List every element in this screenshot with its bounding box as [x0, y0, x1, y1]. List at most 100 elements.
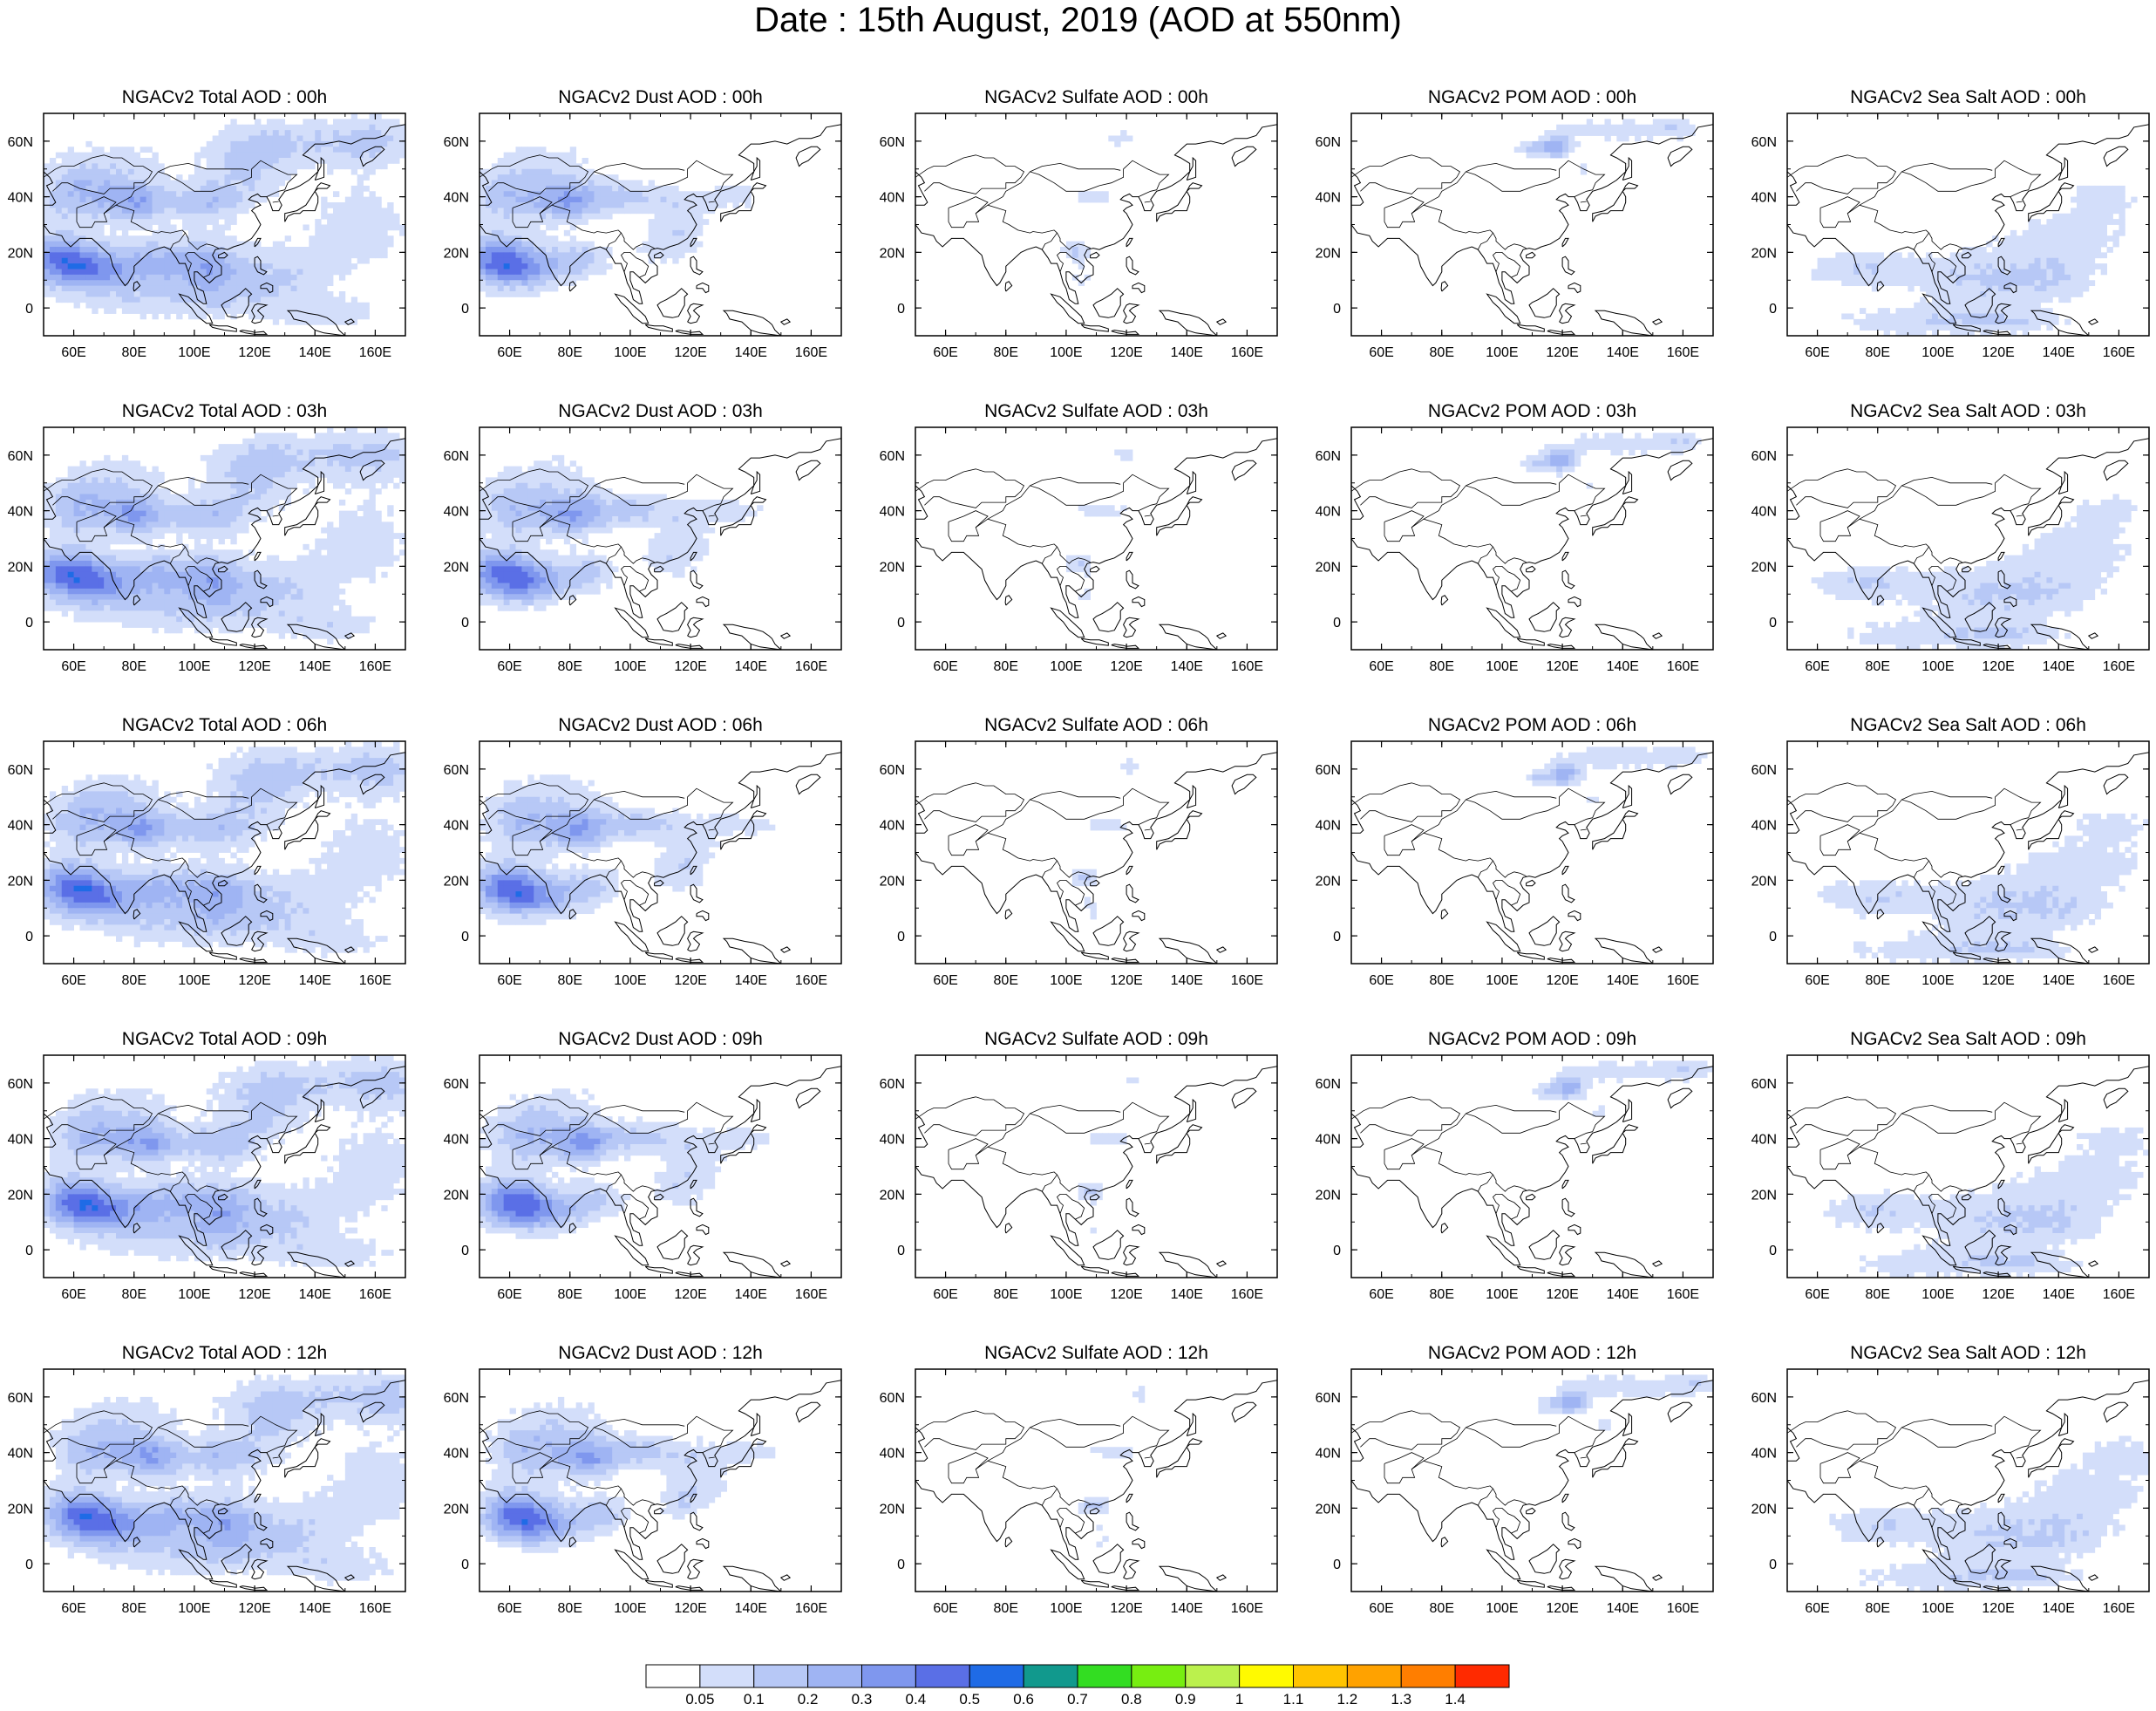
x-tick-label: 100E	[1921, 1601, 1954, 1616]
x-tick-label: 120E	[674, 659, 706, 674]
x-tick-label: 80E	[558, 973, 582, 988]
y-tick-label: 20N	[8, 560, 33, 575]
y-tick-label: 60N	[880, 1077, 905, 1092]
y-tick-label: 40N	[8, 819, 33, 834]
x-tick-label: 120E	[1982, 1601, 2014, 1616]
panel-title: NGACv2 Sulfate AOD : 12h	[984, 1343, 1208, 1363]
x-tick-label: 140E	[299, 973, 331, 988]
colorbar-label: 0.9	[1175, 1691, 1196, 1707]
x-tick-label: 120E	[1110, 973, 1142, 988]
y-tick-label: 20N	[1316, 874, 1341, 889]
x-tick-label: 100E	[1050, 973, 1082, 988]
x-tick-label: 160E	[1667, 659, 1699, 674]
x-tick-label: 160E	[795, 1601, 827, 1616]
x-tick-label: 120E	[1546, 659, 1578, 674]
panel-title: NGACv2 Dust AOD : 09h	[558, 1029, 763, 1049]
x-tick-label: 160E	[1667, 345, 1699, 360]
x-tick-label: 60E	[1805, 1601, 1829, 1616]
aod-field	[479, 125, 841, 336]
aod-field	[44, 1369, 405, 1592]
aod-field	[479, 1067, 841, 1278]
aod-field	[1351, 433, 1713, 650]
colorbar-label: 0.2	[798, 1691, 819, 1707]
x-tick-label: 160E	[359, 659, 391, 674]
colorbar-swatch	[1078, 1665, 1132, 1687]
x-tick-label: 60E	[1369, 973, 1393, 988]
y-tick-label: 40N	[880, 191, 905, 206]
y-tick-label: 40N	[8, 1133, 33, 1148]
x-tick-label: 60E	[933, 659, 957, 674]
y-tick-label: 40N	[1316, 1447, 1341, 1462]
x-tick-label: 160E	[1231, 1601, 1263, 1616]
x-tick-label: 120E	[1110, 1601, 1142, 1616]
x-tick-label: 120E	[1982, 1287, 2014, 1302]
aod-field	[1351, 1374, 1713, 1592]
x-tick-label: 160E	[2103, 659, 2135, 674]
panel-title: NGACv2 POM AOD : 12h	[1428, 1343, 1636, 1363]
x-tick-label: 140E	[1607, 1601, 1639, 1616]
x-tick-label: 60E	[1369, 1287, 1393, 1302]
y-tick-label: 0	[461, 1244, 469, 1258]
y-tick-label: 20N	[8, 246, 33, 261]
y-tick-label: 0	[897, 302, 905, 317]
colorbar-swatch	[862, 1665, 916, 1687]
y-tick-label: 20N	[880, 560, 905, 575]
x-tick-label: 60E	[61, 659, 85, 674]
x-tick-label: 80E	[1430, 1287, 1454, 1302]
x-tick-label: 60E	[61, 1601, 85, 1616]
x-tick-label: 100E	[614, 1601, 646, 1616]
x-tick-label: 140E	[1607, 659, 1639, 674]
colorbar-label: 1.1	[1283, 1691, 1304, 1707]
x-tick-label: 80E	[558, 1287, 582, 1302]
colorbar-label: 0.05	[685, 1691, 714, 1707]
y-tick-label: 0	[25, 930, 33, 944]
x-tick-label: 80E	[1866, 659, 1890, 674]
y-tick-label: 60N	[1316, 1077, 1341, 1092]
y-tick-label: 0	[1333, 302, 1341, 317]
colorbar-swatch	[1186, 1665, 1240, 1687]
x-tick-label: 100E	[1921, 345, 1954, 360]
x-tick-label: 100E	[1050, 1287, 1082, 1302]
aod-field	[915, 753, 1277, 964]
x-tick-label: 140E	[735, 1601, 767, 1616]
y-tick-label: 0	[461, 616, 469, 631]
x-tick-label: 160E	[1667, 1287, 1699, 1302]
y-tick-label: 20N	[8, 1502, 33, 1517]
x-tick-label: 120E	[1546, 1601, 1578, 1616]
aod-field	[479, 753, 841, 964]
x-tick-label: 100E	[1486, 659, 1518, 674]
x-tick-label: 80E	[1866, 1287, 1890, 1302]
aod-field	[1351, 746, 1713, 964]
y-tick-label: 40N	[8, 1447, 33, 1462]
panel-title: NGACv2 Sea Salt AOD : 06h	[1850, 715, 2086, 735]
x-tick-label: 160E	[1667, 973, 1699, 988]
colorbar-swatch	[1294, 1665, 1348, 1687]
panel-title: NGACv2 POM AOD : 06h	[1428, 715, 1636, 735]
x-tick-label: 140E	[2043, 345, 2075, 360]
y-tick-label: 0	[1769, 1244, 1777, 1258]
x-tick-label: 120E	[674, 345, 706, 360]
y-tick-label: 40N	[880, 1447, 905, 1462]
x-tick-label: 80E	[1430, 1601, 1454, 1616]
x-tick-label: 140E	[1607, 1287, 1639, 1302]
x-tick-label: 120E	[674, 973, 706, 988]
panel-title: NGACv2 POM AOD : 03h	[1428, 401, 1636, 421]
x-tick-label: 100E	[1486, 973, 1518, 988]
colorbar-swatch	[915, 1665, 969, 1687]
y-tick-label: 0	[1333, 930, 1341, 944]
colorbar-label: 1.2	[1337, 1691, 1358, 1707]
y-tick-label: 60N	[880, 135, 905, 150]
x-tick-label: 100E	[1050, 1601, 1082, 1616]
x-tick-label: 120E	[1546, 345, 1578, 360]
y-tick-label: 0	[1769, 930, 1777, 944]
y-tick-label: 40N	[8, 505, 33, 520]
colorbar-swatch	[1240, 1665, 1294, 1687]
panel-title: NGACv2 Total AOD : 12h	[122, 1343, 327, 1363]
x-tick-label: 80E	[122, 1287, 146, 1302]
x-tick-label: 80E	[994, 1601, 1018, 1616]
